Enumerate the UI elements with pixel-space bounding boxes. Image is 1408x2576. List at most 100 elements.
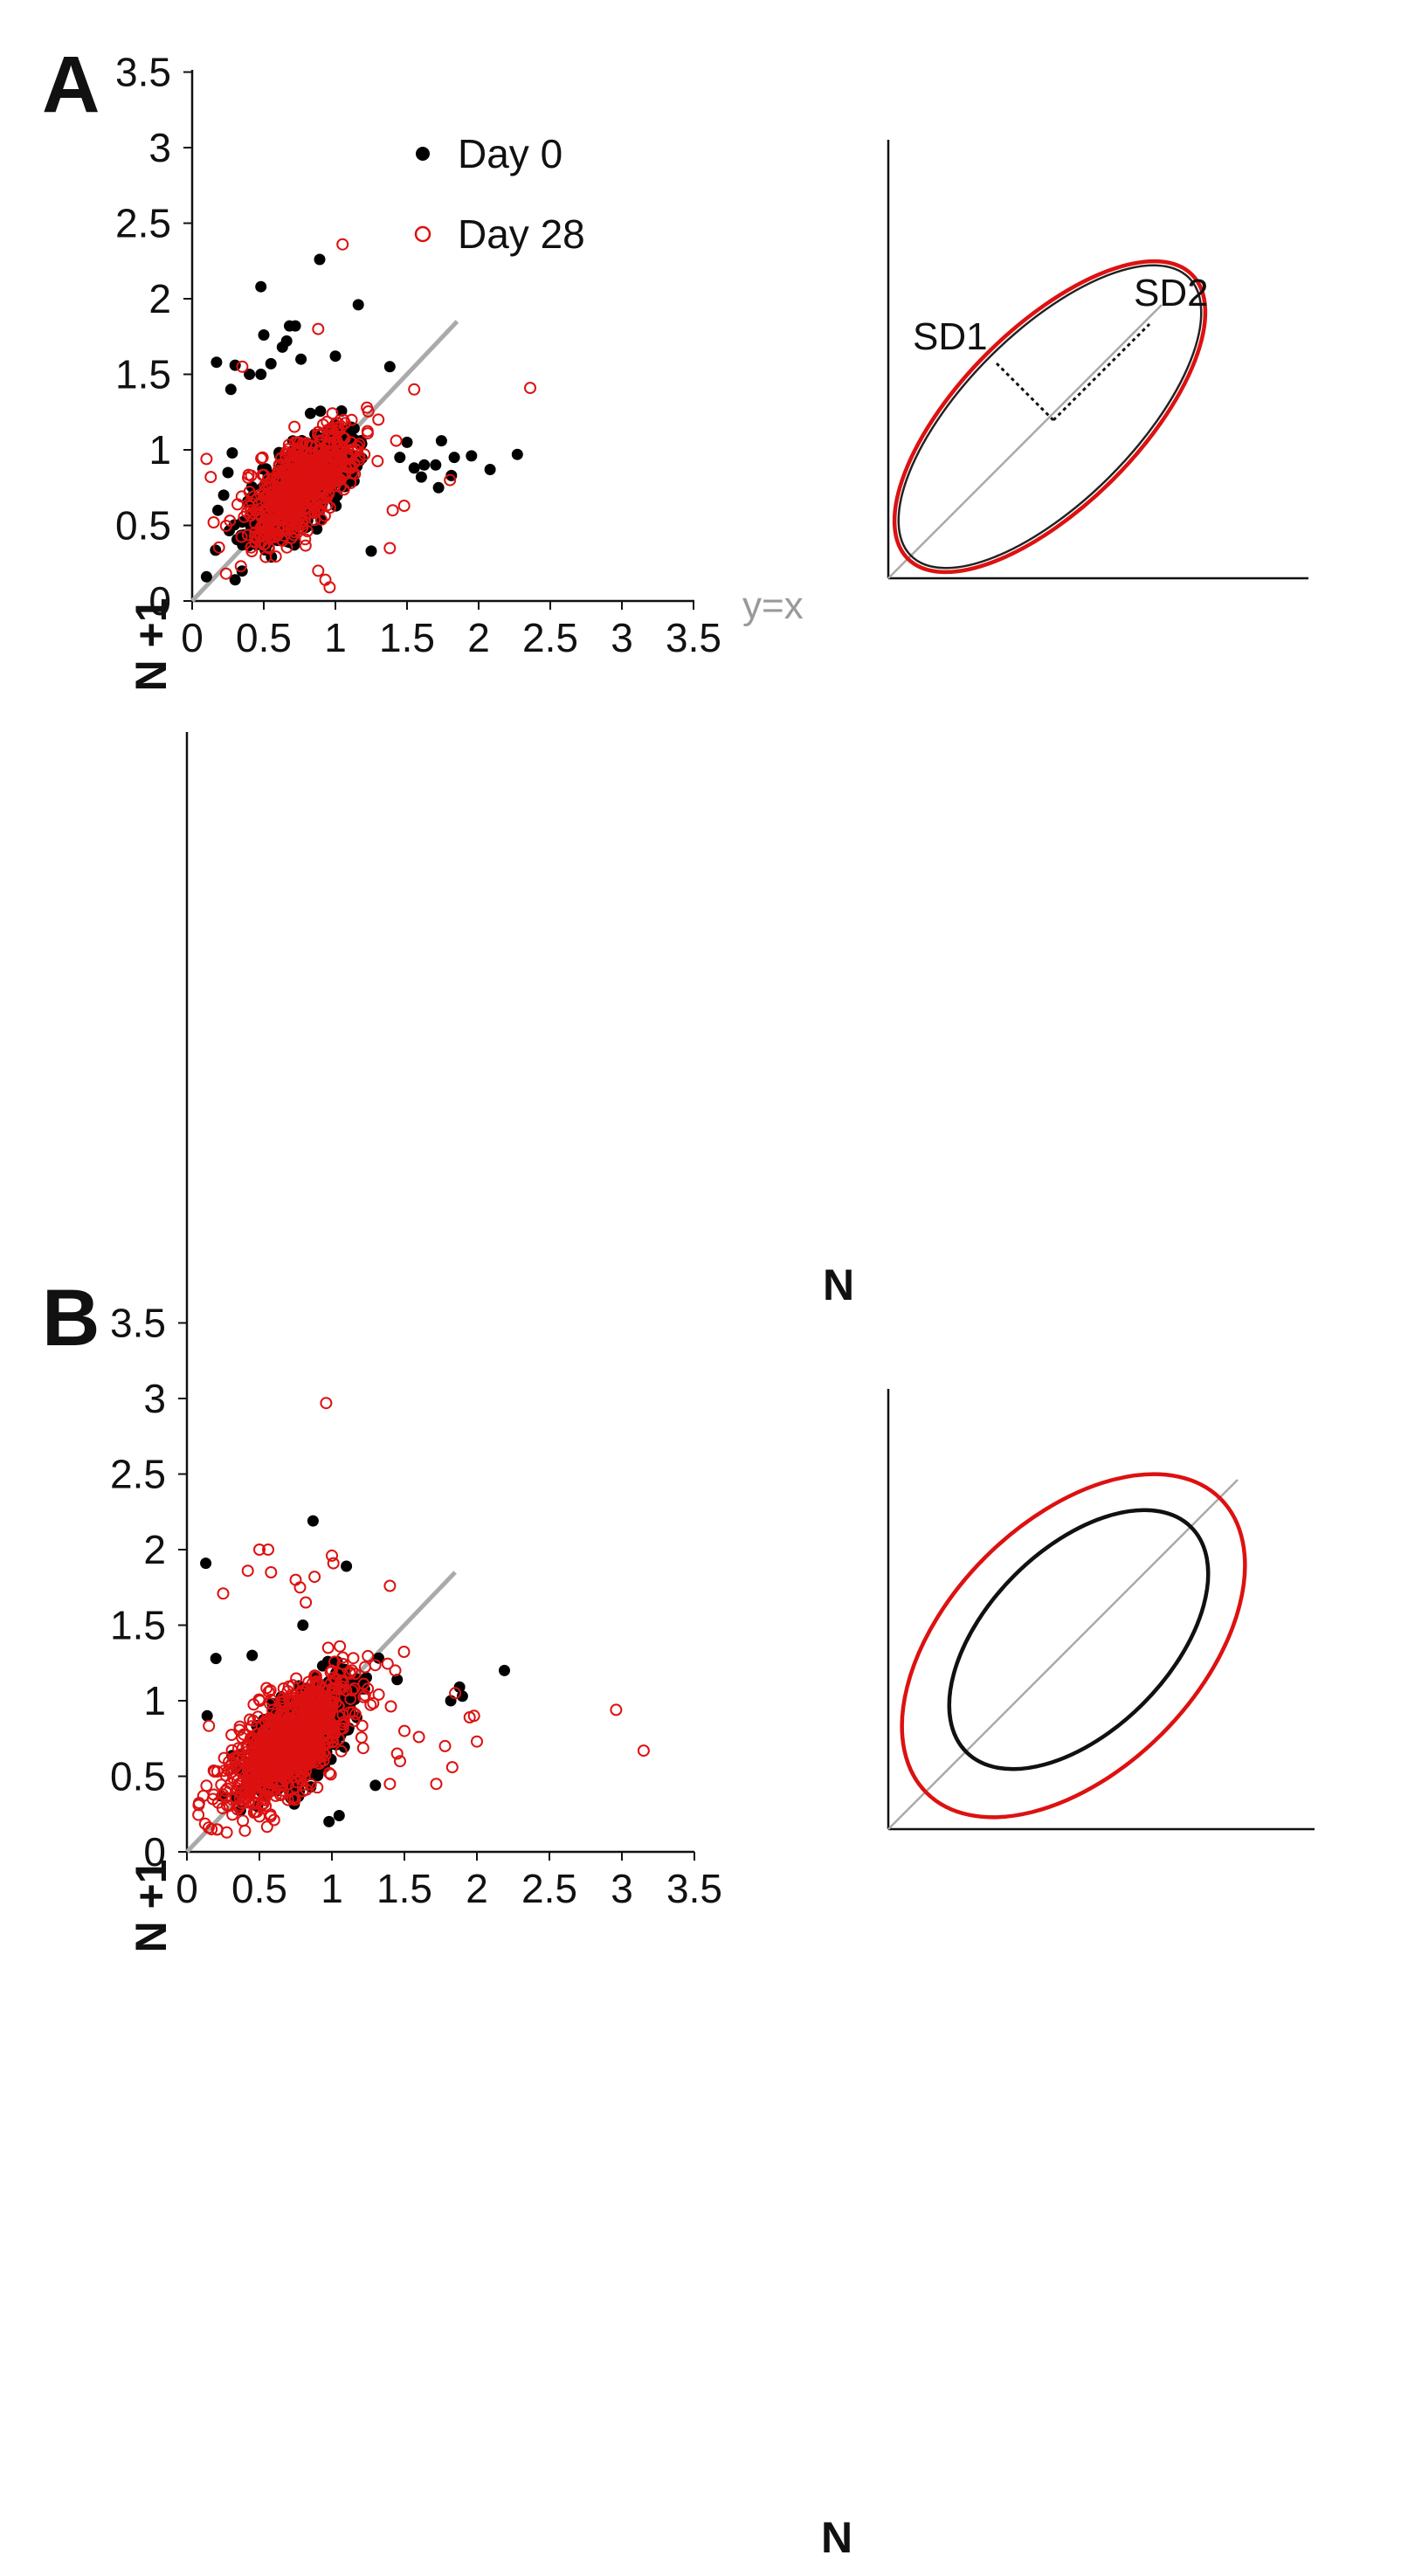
data-point xyxy=(192,1799,205,1812)
data-point xyxy=(307,1721,320,1734)
data-point xyxy=(252,1710,265,1723)
data-point xyxy=(372,413,385,426)
data-point xyxy=(252,1771,266,1785)
inset-a-sd2-label: SD2 xyxy=(1134,272,1209,314)
panel-b-inset xyxy=(887,1389,1315,1831)
panel-a-reference-label: y=x xyxy=(742,584,804,627)
data-point xyxy=(316,481,329,494)
data-point xyxy=(358,1689,371,1702)
y-tick-label: 1 xyxy=(148,427,171,473)
data-point xyxy=(246,1649,259,1661)
data-point xyxy=(245,497,259,510)
data-point xyxy=(323,1815,335,1827)
data-point xyxy=(281,510,294,523)
data-point xyxy=(217,1788,230,1801)
data-point xyxy=(205,1823,218,1836)
data-point xyxy=(286,1691,299,1704)
data-point xyxy=(349,1668,362,1681)
data-point xyxy=(290,1672,303,1685)
panel-a-inset: SD1 SD2 xyxy=(887,140,1308,580)
data-point xyxy=(348,1682,361,1695)
data-point xyxy=(362,1682,375,1695)
y-tick-label: 2.5 xyxy=(110,1452,166,1497)
data-point xyxy=(204,471,217,484)
data-point xyxy=(237,1814,250,1827)
data-point xyxy=(299,539,312,552)
data-point xyxy=(307,1515,319,1527)
data-point xyxy=(200,452,213,466)
data-point xyxy=(326,1549,338,1562)
inset-a-sd2-line xyxy=(1052,322,1151,422)
data-point xyxy=(320,1397,333,1410)
data-point xyxy=(308,1571,321,1584)
data-point xyxy=(445,1761,459,1774)
y-tick-label: 1.5 xyxy=(115,352,171,397)
data-point xyxy=(261,1723,274,1736)
data-point xyxy=(200,570,212,583)
data-point xyxy=(245,1744,259,1758)
data-point xyxy=(225,1793,238,1806)
data-point xyxy=(217,489,230,501)
data-point xyxy=(258,1793,271,1806)
data-point xyxy=(391,1674,404,1686)
data-point xyxy=(389,1664,402,1677)
data-point xyxy=(336,238,349,251)
data-point xyxy=(334,1640,347,1653)
data-point xyxy=(311,1781,324,1794)
data-point xyxy=(224,1777,238,1790)
x-tick-label: 0 xyxy=(181,615,204,660)
data-point xyxy=(397,1646,411,1658)
data-point xyxy=(265,357,277,369)
data-point xyxy=(337,1718,350,1730)
data-point xyxy=(288,420,301,433)
data-point xyxy=(300,1596,313,1609)
y-tick-label: 0.5 xyxy=(115,503,171,549)
data-point xyxy=(343,459,356,472)
data-point xyxy=(265,515,278,528)
data-point xyxy=(381,1657,394,1670)
data-point xyxy=(347,1652,360,1665)
data-point xyxy=(338,417,351,430)
data-point xyxy=(321,1641,335,1654)
data-point xyxy=(283,1715,296,1728)
data-point xyxy=(412,1730,425,1744)
data-point xyxy=(269,1708,282,1721)
data-point xyxy=(283,514,296,527)
legend-day0-label: Day 0 xyxy=(458,131,563,176)
data-point xyxy=(260,1820,273,1834)
data-point xyxy=(323,467,336,480)
data-point xyxy=(312,452,325,466)
data-point xyxy=(320,1691,333,1704)
panel-a-points xyxy=(200,238,536,594)
data-point xyxy=(280,541,293,554)
data-point xyxy=(435,435,447,447)
x-tick-label: 2.5 xyxy=(522,615,578,660)
y-tick-label: 3.5 xyxy=(110,1301,166,1346)
y-tick-label: 3 xyxy=(143,1376,166,1421)
data-point xyxy=(386,504,399,517)
data-point xyxy=(238,1728,250,1741)
data-point xyxy=(383,361,396,373)
inset-a-sd1-line xyxy=(995,362,1055,422)
data-point xyxy=(309,1675,322,1688)
x-tick-label: 3 xyxy=(611,1866,633,1911)
data-point xyxy=(264,1810,277,1823)
data-point xyxy=(326,407,339,420)
data-point xyxy=(269,550,282,563)
data-point xyxy=(306,498,319,511)
x-tick-label: 3 xyxy=(611,615,633,660)
x-tick-label: 3.5 xyxy=(666,615,721,660)
data-point xyxy=(223,1755,236,1768)
data-point xyxy=(397,500,411,512)
data-point xyxy=(280,480,293,494)
data-point xyxy=(244,369,256,380)
data-point xyxy=(335,449,348,461)
data-point xyxy=(369,1659,382,1672)
y-tick-label: 1.5 xyxy=(110,1603,166,1648)
data-point xyxy=(499,1664,510,1676)
data-point xyxy=(524,382,536,395)
inset-a-sd1-label: SD1 xyxy=(913,315,988,358)
legend-day28-marker xyxy=(414,225,431,243)
data-point xyxy=(361,427,374,440)
data-point xyxy=(484,464,496,475)
